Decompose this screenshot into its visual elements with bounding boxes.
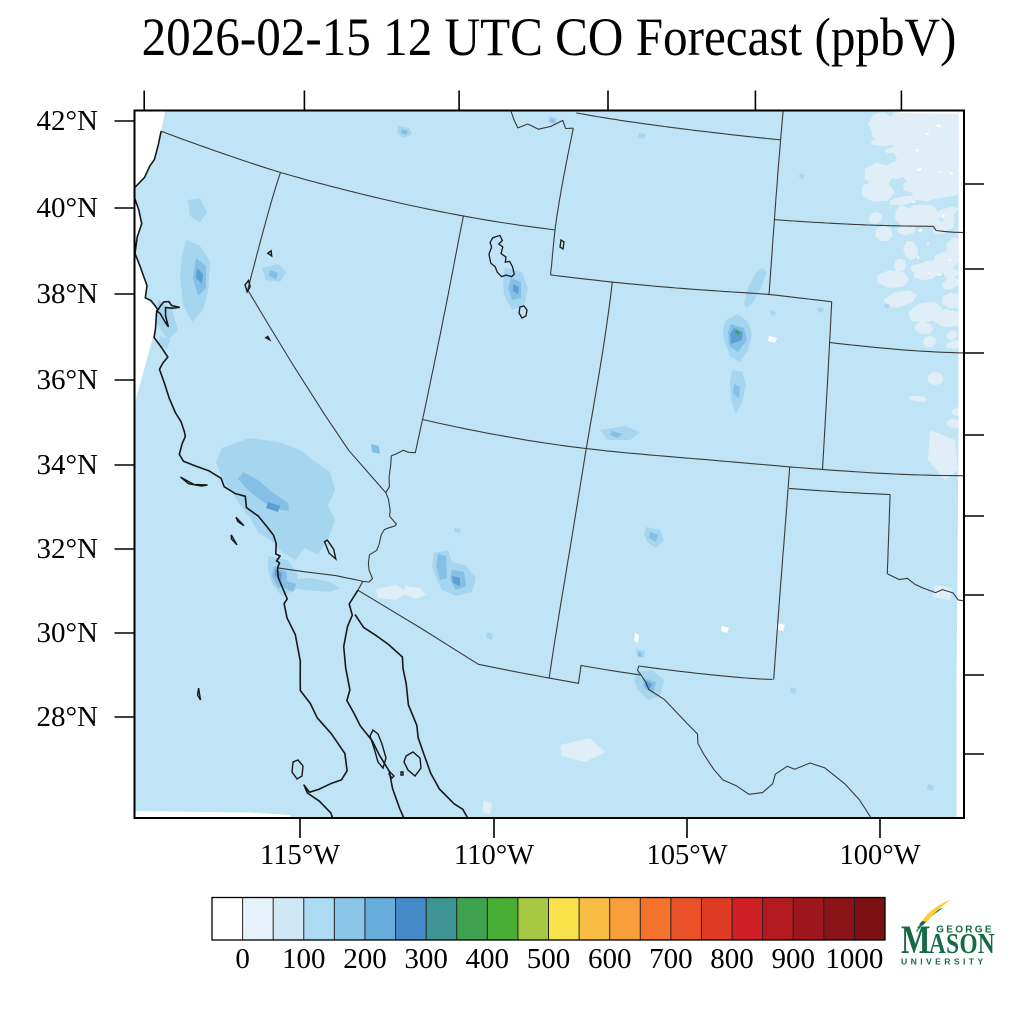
svg-text:GEORGE: GEORGE [936,925,994,936]
svg-text:M: M [901,917,930,962]
svg-text:ASON: ASON [929,928,995,960]
svg-text:UNIVERSITY: UNIVERSITY [901,957,987,967]
